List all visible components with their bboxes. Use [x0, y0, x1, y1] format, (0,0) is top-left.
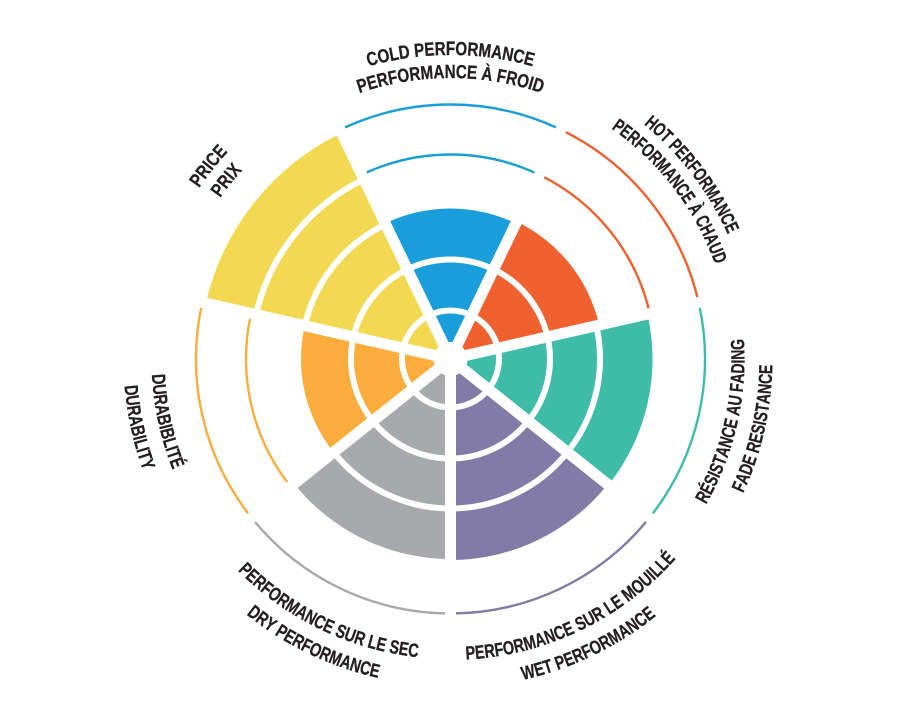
svg-text:A: A [722, 403, 745, 417]
svg-text:S: S [749, 410, 772, 423]
svg-text:B: B [153, 412, 176, 427]
svg-text:I: I [129, 433, 151, 442]
svg-text:C: C [407, 639, 420, 662]
svg-text:U: U [121, 394, 144, 407]
svg-text:F: F [726, 382, 748, 393]
svg-text:M: M [521, 631, 538, 655]
svg-text:R: R [467, 38, 480, 61]
svg-text:À: À [480, 62, 494, 85]
svg-text:O: O [375, 44, 391, 68]
svg-text:E: E [397, 638, 410, 661]
svg-text:R: R [122, 404, 145, 418]
svg-text:I: I [161, 443, 183, 453]
svg-text:P: P [465, 642, 476, 664]
svg-text:A: A [124, 414, 147, 428]
svg-text:M: M [420, 61, 434, 84]
svg-text:O: O [501, 636, 516, 659]
svg-text:M: M [477, 39, 492, 62]
svg-text:N: N [445, 60, 456, 82]
svg-text:C: C [455, 60, 467, 82]
svg-text:R: R [483, 640, 496, 663]
svg-text:R: R [434, 37, 446, 59]
svg-text:U: U [148, 383, 170, 396]
svg-text:B: B [126, 423, 149, 438]
svg-text:I: I [526, 72, 536, 94]
svg-text:C: C [755, 373, 777, 384]
svg-text:F: F [493, 639, 505, 662]
svg-text:D: D [147, 373, 169, 385]
svg-text:U: U [724, 394, 747, 407]
svg-text:R: R [408, 62, 422, 85]
svg-text:I: I [749, 419, 771, 427]
svg-text:F: F [495, 64, 508, 87]
svg-text:N: N [727, 350, 749, 360]
svg-text:R: R [511, 634, 526, 657]
svg-text:S: S [388, 636, 402, 659]
svg-text:O: O [396, 63, 411, 87]
svg-text:R: R [149, 393, 172, 406]
svg-text:D: D [120, 384, 142, 396]
svg-text:F: F [386, 66, 400, 90]
svg-text:A: A [490, 40, 504, 63]
svg-text:I: I [132, 445, 154, 455]
svg-text:A: A [752, 392, 775, 405]
svg-text:W: W [519, 660, 537, 684]
svg-text:F: F [446, 37, 455, 59]
svg-text:A: A [726, 373, 748, 385]
svg-text:E: E [424, 38, 436, 61]
svg-text:I: I [727, 360, 749, 364]
svg-text:I: I [155, 422, 177, 431]
svg-text:N: N [754, 383, 776, 395]
svg-text:L: L [387, 42, 400, 65]
svg-text:O: O [515, 69, 532, 93]
svg-text:O: O [455, 37, 468, 59]
svg-text:D: D [727, 363, 749, 374]
svg-text:C: C [511, 44, 527, 68]
svg-text:E: E [466, 61, 478, 84]
svg-text:A: A [151, 403, 174, 417]
svg-text:D: D [397, 40, 411, 63]
svg-text:N: N [501, 42, 516, 66]
svg-text:P: P [413, 38, 425, 61]
svg-text:G: G [727, 338, 749, 350]
svg-text:E: E [474, 641, 486, 663]
svg-text:A: A [433, 60, 445, 83]
svg-text:E: E [755, 364, 777, 374]
